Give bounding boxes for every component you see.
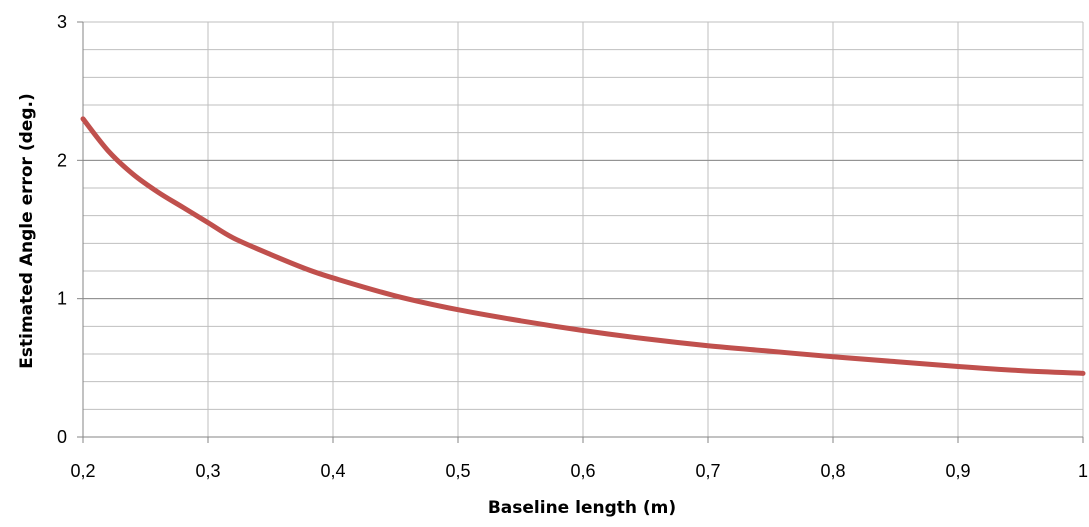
axes bbox=[77, 21, 1084, 443]
series-line bbox=[80, 116, 1086, 376]
x-tick-label: 0,9 bbox=[945, 461, 970, 481]
x-tick-label: 0,3 bbox=[195, 461, 220, 481]
x-tick-label: 1 bbox=[1078, 461, 1088, 481]
x-tick-label: 0,2 bbox=[70, 461, 95, 481]
y-tick-label: 0 bbox=[57, 427, 67, 447]
x-tick-label: 0,4 bbox=[320, 461, 345, 481]
x-tick-label: 0,5 bbox=[445, 461, 470, 481]
y-tick-label: 1 bbox=[57, 289, 67, 309]
x-tick-label: 0,7 bbox=[695, 461, 720, 481]
gridlines bbox=[83, 21, 1084, 437]
x-tick-label: 0,8 bbox=[820, 461, 845, 481]
series-layer bbox=[80, 116, 1086, 376]
x-axis-title: Baseline length (m) bbox=[488, 498, 676, 518]
y-axis-title: Estimated Angle error (deg.) bbox=[17, 93, 37, 368]
y-tick-label: 3 bbox=[57, 12, 67, 32]
tick-labels: 0 1 2 3 0,2 0,3 0,4 0,5 0,6 0,7 0,8 0,9 1 bbox=[57, 12, 1088, 481]
x-tick-label: 0,6 bbox=[570, 461, 595, 481]
y-tick-label: 2 bbox=[57, 150, 67, 170]
